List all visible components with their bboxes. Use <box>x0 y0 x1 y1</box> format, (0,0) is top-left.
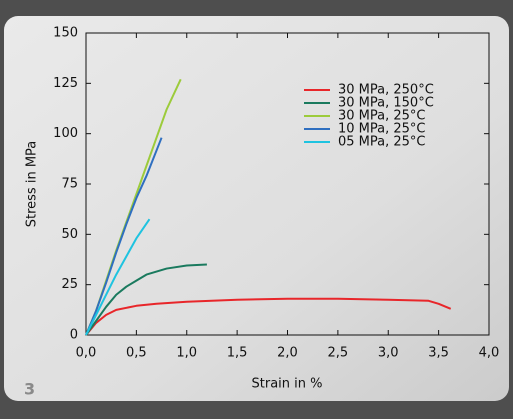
x-tick-label: 3,0 <box>378 346 399 361</box>
legend-label: 30 MPa, 250°C <box>338 83 434 98</box>
y-tick-label: 75 <box>61 177 78 192</box>
series-line <box>85 297 452 336</box>
x-tick-label: 1,5 <box>227 346 248 361</box>
y-tick-label: 0 <box>70 328 78 343</box>
y-tick-label: 150 <box>53 26 78 41</box>
y-axis-label: Stress in MPa <box>25 141 40 228</box>
legend-label: 30 MPa, 25°C <box>338 109 426 124</box>
legend-label: 10 MPa, 25°C <box>338 122 426 137</box>
x-tick-label: 0,0 <box>76 346 97 361</box>
y-tick-label: 100 <box>53 126 78 141</box>
series-line <box>85 218 151 336</box>
x-tick-label: 0,5 <box>126 346 147 361</box>
panel <box>4 16 509 401</box>
x-tick-label: 3,5 <box>428 346 449 361</box>
y-tick-label: 25 <box>61 277 78 292</box>
x-tick-label: 1,0 <box>176 346 197 361</box>
x-axis-label: Strain in % <box>252 377 323 392</box>
legend-label: 05 MPa, 25°C <box>338 135 426 150</box>
x-tick-label: 4,0 <box>479 346 500 361</box>
x-tick-label: 2,5 <box>328 346 349 361</box>
figure-number: 3 <box>24 380 35 399</box>
x-tick-label: 2,0 <box>277 346 298 361</box>
legend-label: 30 MPa, 150°C <box>338 96 434 111</box>
y-tick-label: 125 <box>53 76 78 91</box>
y-tick-label: 50 <box>61 227 78 242</box>
series-line <box>85 137 163 336</box>
series-line <box>85 263 207 336</box>
